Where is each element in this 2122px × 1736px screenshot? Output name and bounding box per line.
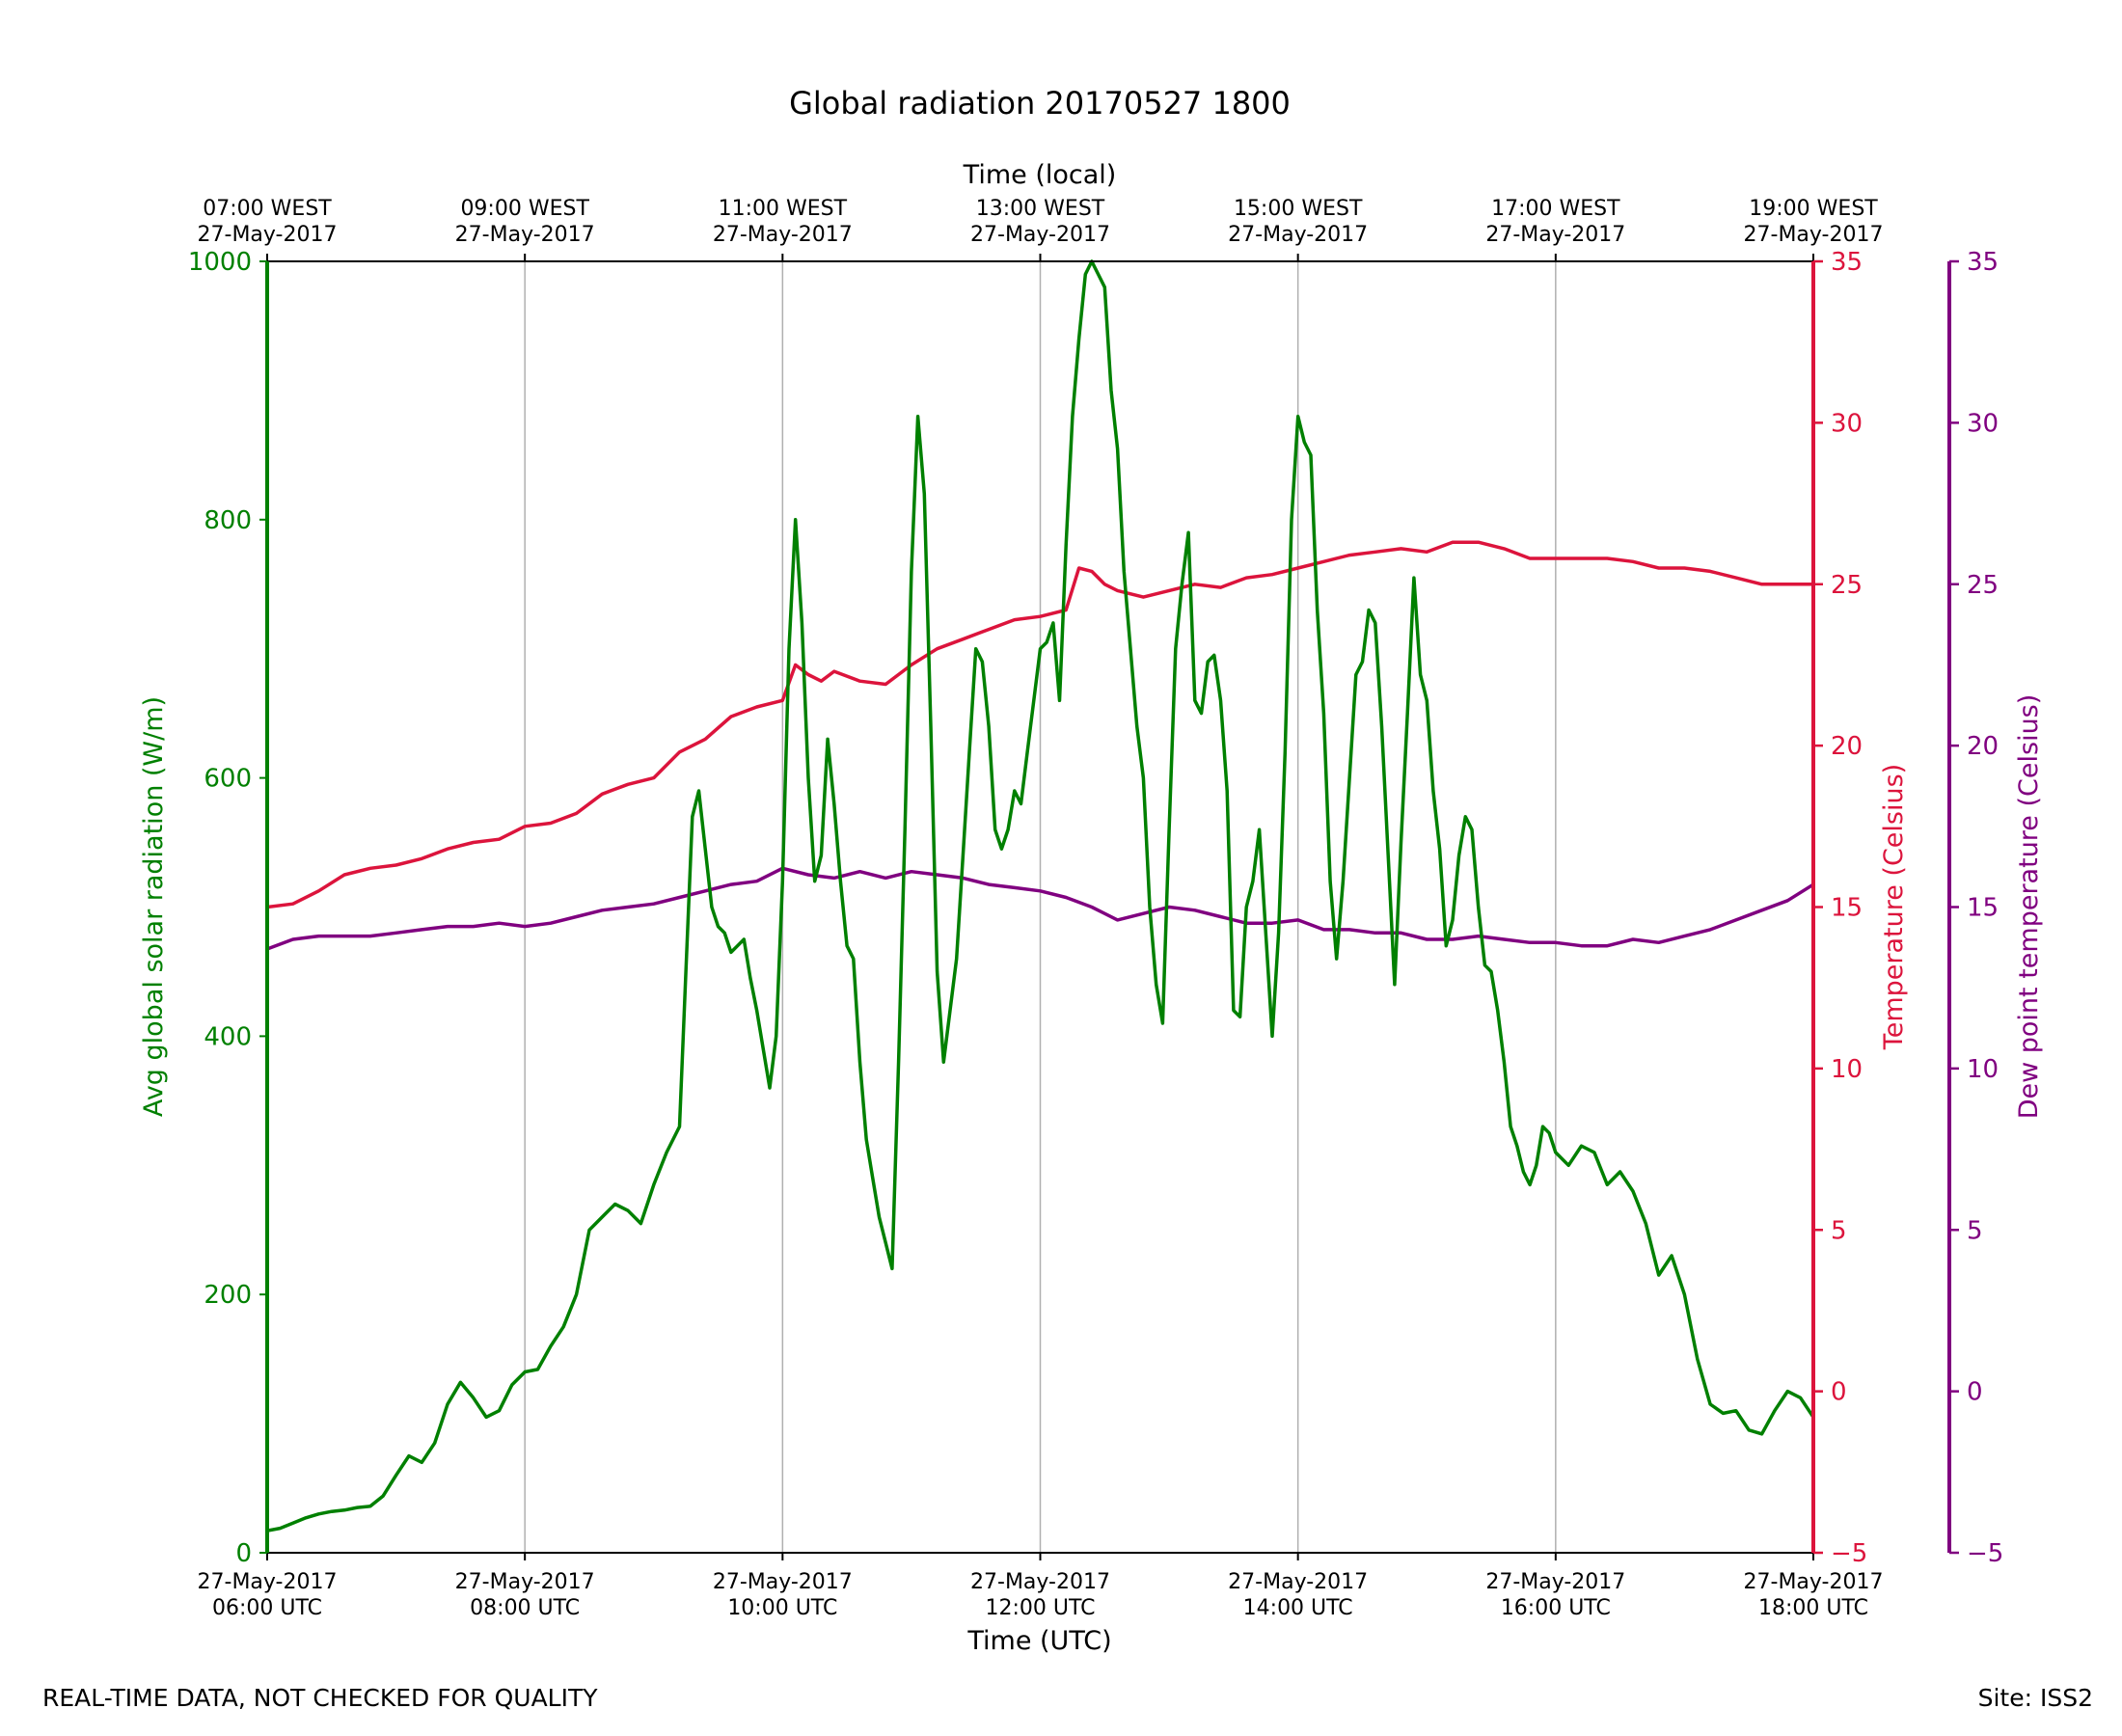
dewpoint-y-tick-label: 5 bbox=[1967, 1216, 1983, 1245]
temperature-axis-label: Temperature (Celsius) bbox=[1879, 764, 1909, 1050]
dewpoint-axis-label: Dew point temperature (Celsius) bbox=[2014, 694, 2044, 1120]
dewpoint-y-tick-label: 25 bbox=[1967, 571, 1999, 600]
radiation-y-tick-label: 600 bbox=[204, 765, 252, 794]
x2-tick-label: 27-May-2017 bbox=[198, 223, 338, 247]
temperature-y-tick-label: −5 bbox=[1831, 1539, 1867, 1568]
dewpoint-series-line bbox=[267, 866, 1813, 951]
x2-tick-label: 27-May-2017 bbox=[713, 223, 853, 247]
x2-tick-label: 13:00 WEST bbox=[976, 197, 1105, 221]
dewpoint-y-tick-label: 30 bbox=[1967, 409, 1999, 438]
x2-tick-label: 11:00 WEST bbox=[719, 197, 848, 221]
radiation-y-tick-label: 400 bbox=[204, 1022, 252, 1051]
x-tick-label: 27-May-2017 bbox=[455, 1570, 595, 1594]
x-tick-label: 27-May-2017 bbox=[713, 1570, 853, 1594]
x2-tick-label: 27-May-2017 bbox=[970, 223, 1110, 247]
x-tick-label: 08:00 UTC bbox=[470, 1596, 580, 1620]
radiation-y-tick-label: 1000 bbox=[188, 248, 252, 277]
x2-tick-label: 27-May-2017 bbox=[455, 223, 595, 247]
temperature-y-tick-label: 25 bbox=[1831, 571, 1863, 600]
x-tick-label: 06:00 UTC bbox=[212, 1596, 322, 1620]
x2-tick-label: 19:00 WEST bbox=[1749, 197, 1878, 221]
x2-tick-label: 27-May-2017 bbox=[1744, 223, 1884, 247]
radiation-y-tick-label: 800 bbox=[204, 506, 252, 535]
radiation-y-tick-label: 200 bbox=[204, 1281, 252, 1310]
x-tick-label: 27-May-2017 bbox=[1744, 1570, 1884, 1594]
temperature-y-tick-label: 30 bbox=[1831, 409, 1863, 438]
x2-axis-label: Time (local) bbox=[963, 160, 1117, 190]
x-tick-label: 14:00 UTC bbox=[1243, 1596, 1353, 1620]
radiation-y-tick-label: 0 bbox=[235, 1539, 252, 1568]
temperature-y-tick-label: 15 bbox=[1831, 894, 1863, 923]
temperature-y-tick-label: 0 bbox=[1831, 1378, 1847, 1407]
x-tick-label: 27-May-2017 bbox=[970, 1570, 1110, 1594]
temperature-series-line bbox=[267, 540, 1813, 909]
temperature-y-tick-label: 5 bbox=[1831, 1216, 1847, 1245]
x-axis-label: Time (UTC) bbox=[966, 1626, 1111, 1656]
dewpoint-y-tick-label: 0 bbox=[1967, 1378, 1983, 1407]
dewpoint-y-tick-label: 15 bbox=[1967, 894, 1999, 923]
x2-tick-label: 09:00 WEST bbox=[460, 197, 589, 221]
x2-tick-label: 27-May-2017 bbox=[1485, 223, 1625, 247]
temperature-y-tick-label: 20 bbox=[1831, 732, 1863, 761]
chart-title: Global radiation 20170527 1800 bbox=[789, 85, 1291, 122]
data-quality-note: REAL-TIME DATA, NOT CHECKED FOR QUALITY bbox=[42, 1684, 598, 1712]
x-tick-label: 27-May-2017 bbox=[198, 1570, 338, 1594]
radiation-series-line bbox=[267, 259, 1813, 1533]
temperature-y-tick-label: 10 bbox=[1831, 1055, 1863, 1084]
site-label: Site: ISS2 bbox=[1977, 1684, 2093, 1712]
dewpoint-y-tick-label: −5 bbox=[1967, 1539, 2003, 1568]
dewpoint-y-tick-label: 35 bbox=[1967, 248, 1999, 277]
x2-tick-label: 27-May-2017 bbox=[1228, 223, 1368, 247]
x-tick-label: 12:00 UTC bbox=[985, 1596, 1095, 1620]
x-tick-label: 18:00 UTC bbox=[1758, 1596, 1868, 1620]
dewpoint-y-tick-label: 10 bbox=[1967, 1055, 1999, 1084]
series-layer bbox=[267, 259, 1813, 1533]
x-tick-label: 10:00 UTC bbox=[727, 1596, 837, 1620]
dewpoint-y-tick-label: 20 bbox=[1967, 732, 1999, 761]
x-tick-label: 27-May-2017 bbox=[1485, 1570, 1625, 1594]
x-tick-label: 16:00 UTC bbox=[1501, 1596, 1611, 1620]
grid-lines bbox=[524, 261, 1557, 1553]
temperature-y-tick-label: 35 bbox=[1831, 248, 1863, 277]
x2-tick-label: 07:00 WEST bbox=[203, 197, 332, 221]
x2-tick-label: 17:00 WEST bbox=[1491, 197, 1620, 221]
radiation-axis-label: Avg global solar radiation (W/m) bbox=[139, 696, 169, 1117]
x-tick-label: 27-May-2017 bbox=[1228, 1570, 1368, 1594]
x2-tick-label: 15:00 WEST bbox=[1234, 197, 1363, 221]
